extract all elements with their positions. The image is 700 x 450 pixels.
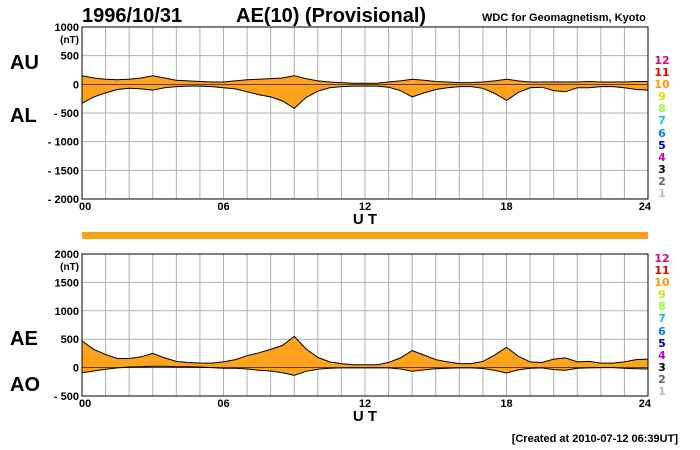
panel-1-ytick-4: - 1000 [48,137,79,149]
station-legend-top-5: 5 [658,138,666,152]
panel-2-range-fill [82,336,648,376]
panel-2-ytick-5: - 500 [54,391,79,403]
station-legend-bottom-8: 8 [658,300,666,314]
panel-1-ytick-2: 0 [73,79,79,91]
station-legend-top-7: 7 [658,114,666,128]
panel-2-ytick-4: 0 [73,363,79,375]
station-legend-bottom-2: 2 [658,372,666,386]
ao-label: AO [10,374,40,396]
panel-1-xlabel: U T [353,211,377,228]
station-legend-bottom-10: 10 [654,276,670,290]
panel-2-xtick-4: 24 [639,398,652,410]
panel-2-ytick-2: 1000 [55,306,79,318]
station-legend-bottom-6: 6 [658,324,666,338]
panel-1-series-au-line [81,75,648,84]
al-label: AL [10,105,37,127]
panel-1-frame [81,26,649,200]
panel-2-xtick-0: 00 [79,398,91,410]
station-legend-bottom: 12 11 10 9 8 7 6 5 4 3 2 1 [652,252,672,399]
station-legend-bottom-9: 9 [658,288,666,302]
station-legend-top-6: 6 [658,126,666,140]
station-legend-top-2: 2 [658,174,666,188]
station-legend-top-1: 1 [658,187,666,201]
panel-2-xtick-3: 18 [500,398,512,410]
panel-1-xtick-2: 12 [359,201,371,213]
panel-1-xtick-3: 18 [500,201,512,213]
data-source: WDC for Geomagnetism, Kyoto [482,12,646,24]
ae-label: AE [10,328,38,350]
station-legend-bottom-11: 11 [654,264,670,278]
panel-1-series-al-line [81,85,649,110]
panel-2-unit-label: (nT) [60,262,79,273]
station-legend-bottom-3: 3 [658,360,666,374]
station-legend-top-11: 11 [654,66,670,80]
station-legend-bottom-12: 12 [654,252,670,265]
index-title: AE(10) (Provisional) [236,5,427,27]
plot-date: 1996/10/31 [82,5,183,27]
panel-1-ytick-1: 500 [61,51,79,63]
station-legend-top-10: 10 [654,78,670,92]
au-label: AU [10,52,39,74]
panel-1-xtick-1: 06 [217,201,229,213]
station-legend-bottom-4: 4 [658,348,666,362]
station-legend-bottom-1: 1 [658,385,666,399]
station-legend-top: 12 11 10 9 8 7 6 5 4 3 2 1 [652,54,672,201]
panel-1-ytick-0: 1000 [55,22,79,34]
activity-band [82,232,648,239]
panel-2-xtick-1: 06 [217,398,229,410]
panel-1-ytick-6: - 2000 [48,194,79,206]
station-legend-top-8: 8 [658,102,666,116]
panel-2-ytick-3: 500 [61,334,79,346]
panel-2-ytick-0: 2000 [55,249,79,261]
panel-1-xtick-0: 00 [79,201,91,213]
panel-1-xtick-4: 24 [639,201,652,213]
panel-2-xlabel: U T [353,408,377,425]
panel-2-series-ae-line [81,335,649,366]
station-legend-bottom-5: 5 [658,336,666,350]
station-legend-top-12: 12 [654,54,670,67]
station-legend-top-9: 9 [658,90,666,104]
station-legend-bottom-7: 7 [658,312,666,326]
panel-1-unit-label: (nT) [60,35,79,46]
panel-2-frame [81,253,649,397]
created-timestamp: [Created at 2010-07-12 06:39UT] [511,433,678,445]
panel-2-ytick-1: 1500 [55,277,79,289]
panel-1-ytick-3: - 500 [54,108,79,120]
station-legend-top-4: 4 [658,150,666,164]
panel-2-xtick-2: 12 [359,398,371,410]
station-legend-top-3: 3 [658,162,666,176]
panel-1-ytick-5: - 1500 [48,165,79,177]
